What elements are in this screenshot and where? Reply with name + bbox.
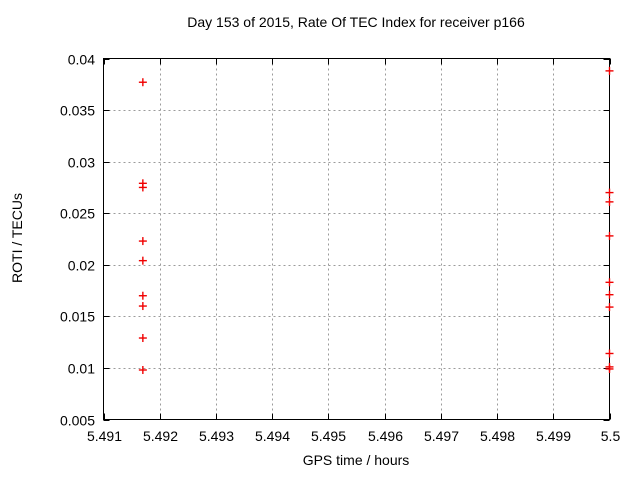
- x-tick-label: 5.491: [87, 428, 122, 444]
- x-tick-label: 5.5: [601, 428, 621, 444]
- y-tick-label: 0.025: [60, 206, 95, 222]
- y-tick-label: 0.035: [60, 103, 95, 119]
- x-tick-label: 5.496: [368, 428, 403, 444]
- y-tick-label: 0.015: [60, 309, 95, 325]
- plot-border: [103, 58, 610, 420]
- x-tick-label: 5.497: [424, 428, 459, 444]
- x-axis-label: GPS time / hours: [302, 452, 410, 468]
- x-tick-label: 5.499: [536, 428, 571, 444]
- y-tick-label: 0.03: [68, 155, 95, 171]
- x-tick-label: 5.493: [199, 428, 234, 444]
- y-tick-label: 0.04: [68, 52, 95, 68]
- y-tick-label: 0.01: [68, 361, 95, 377]
- x-tick-label: 5.494: [255, 428, 290, 444]
- y-tick-label: 0.02: [68, 258, 95, 274]
- chart-title: Day 153 of 2015, Rate Of TEC Index for r…: [187, 14, 525, 30]
- x-tick-label: 5.495: [311, 428, 346, 444]
- y-tick-label: 0.005: [60, 413, 95, 429]
- x-tick-label: 5.492: [143, 428, 178, 444]
- x-tick-label: 5.498: [480, 428, 515, 444]
